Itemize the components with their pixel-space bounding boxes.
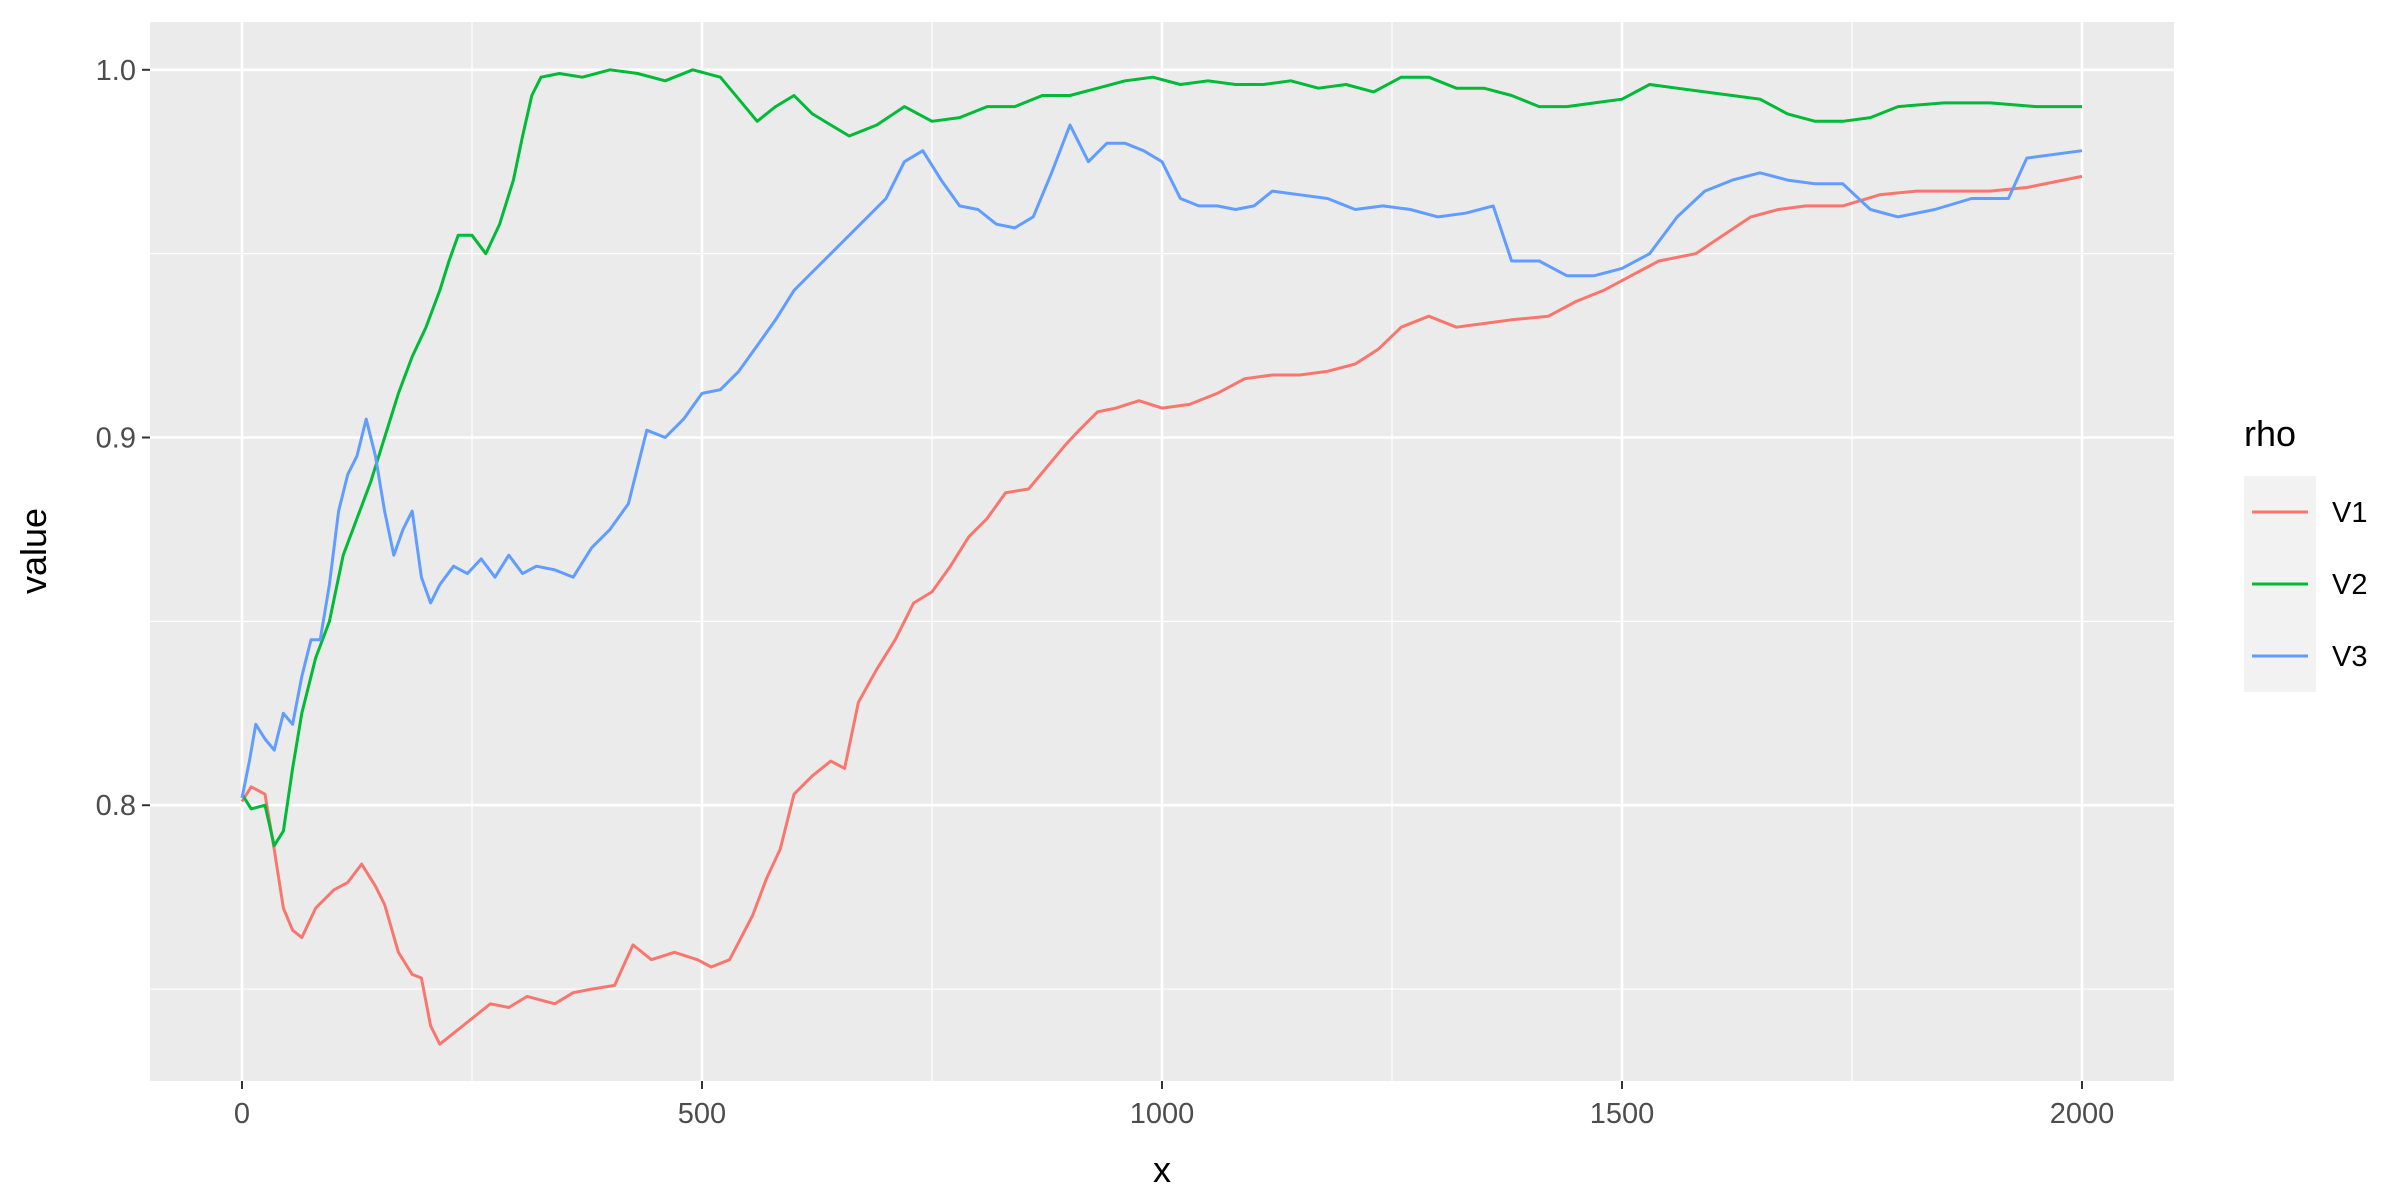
y-axis-title: value <box>13 508 54 594</box>
y-tick-label: 0.8 <box>96 790 136 822</box>
x-axis-ticks: 0 500 1000 1500 2000 <box>234 1081 2114 1130</box>
legend-label-v2: V2 <box>2332 569 2367 601</box>
x-tick-label: 500 <box>678 1098 726 1130</box>
y-tick-label: 1.0 <box>96 55 136 87</box>
series-line-v1 <box>240 174 2083 1046</box>
x-tick-label: 2000 <box>2050 1098 2115 1130</box>
series-line-v2 <box>240 68 2082 848</box>
series-line-v3 <box>240 123 2083 799</box>
legend-title: rho <box>2244 413 2296 454</box>
legend-label-v1: V1 <box>2332 497 2367 529</box>
x-tick-label: 1500 <box>1590 1098 1655 1130</box>
legend: rho V1 V2 V3 <box>2244 413 2367 692</box>
major-gridlines <box>150 22 2174 1081</box>
x-tick-label: 1000 <box>1130 1098 1195 1130</box>
legend-label-v3: V3 <box>2332 641 2367 673</box>
x-axis-title: x <box>1153 1149 1171 1190</box>
x-tick-label: 0 <box>234 1098 250 1130</box>
y-tick-label: 0.9 <box>96 423 136 455</box>
y-axis-ticks: 0.8 0.9 1.0 <box>96 55 150 822</box>
series-lines <box>240 68 2083 1046</box>
